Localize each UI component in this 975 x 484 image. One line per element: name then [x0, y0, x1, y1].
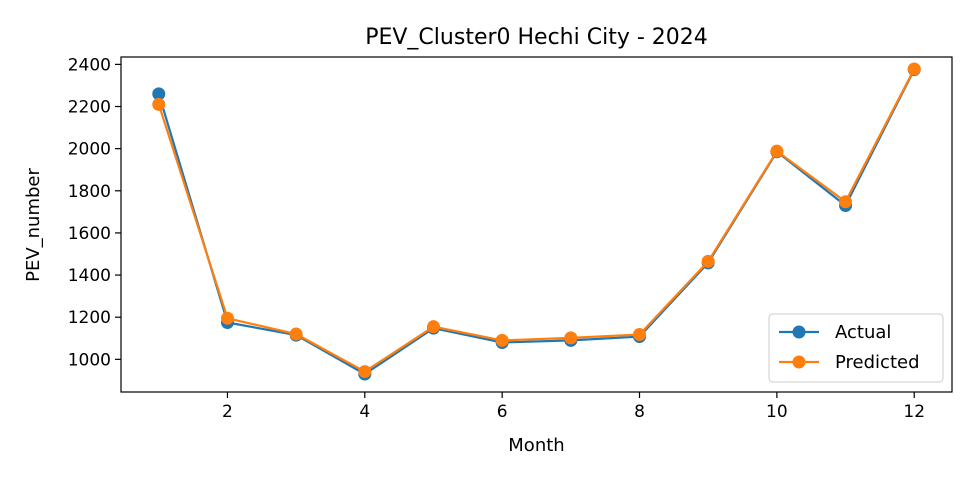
- y-axis-label: PEV_number: [23, 168, 44, 282]
- data-point-predicted: [152, 97, 166, 111]
- data-point-predicted: [358, 365, 372, 379]
- data-point-predicted: [839, 195, 853, 209]
- y-tick-label: 2200: [68, 98, 111, 118]
- chart-title: PEV_Cluster0 Hechi City - 2024: [365, 25, 708, 50]
- data-point-predicted: [701, 254, 715, 268]
- x-tick-label: 4: [359, 402, 370, 422]
- series-layer: [152, 62, 921, 381]
- x-tick-label: 12: [903, 402, 925, 422]
- data-point-predicted: [426, 320, 440, 334]
- y-tick-label: 1600: [68, 224, 111, 244]
- data-point-predicted: [289, 327, 303, 341]
- x-tick-label: 10: [766, 402, 788, 422]
- legend-marker-predicted: [792, 355, 806, 369]
- data-point-predicted: [770, 144, 784, 158]
- x-axis-ticks: 2 4 6 8 10 12: [222, 392, 925, 422]
- x-tick-label: 8: [634, 402, 645, 422]
- data-point-predicted: [495, 333, 509, 347]
- data-point-predicted: [220, 311, 234, 325]
- y-tick-label: 2000: [68, 140, 111, 160]
- y-tick-label: 1400: [68, 266, 111, 286]
- y-tick-label: 2400: [68, 55, 111, 75]
- legend-label-actual: Actual: [835, 322, 891, 343]
- series-line-predicted: [157, 68, 916, 373]
- legend-marker-actual: [792, 325, 806, 339]
- plot-frame: [120, 56, 953, 393]
- x-tick-label: 2: [222, 402, 233, 422]
- data-point-predicted: [907, 62, 921, 76]
- data-point-actual: [152, 87, 166, 101]
- x-tick-label: 6: [497, 402, 508, 422]
- y-tick-label: 1000: [68, 350, 111, 370]
- legend-label-predicted: Predicted: [835, 352, 920, 373]
- y-axis-ticks: 1000 1200 1400 1600 1800 2000 2200 2400: [68, 55, 121, 370]
- y-tick-label: 1200: [68, 308, 111, 328]
- data-point-predicted: [564, 331, 578, 345]
- legend: Actual Predicted: [768, 313, 944, 383]
- y-tick-label: 1800: [68, 182, 111, 202]
- x-axis-label: Month: [508, 435, 564, 456]
- data-point-predicted: [633, 327, 647, 341]
